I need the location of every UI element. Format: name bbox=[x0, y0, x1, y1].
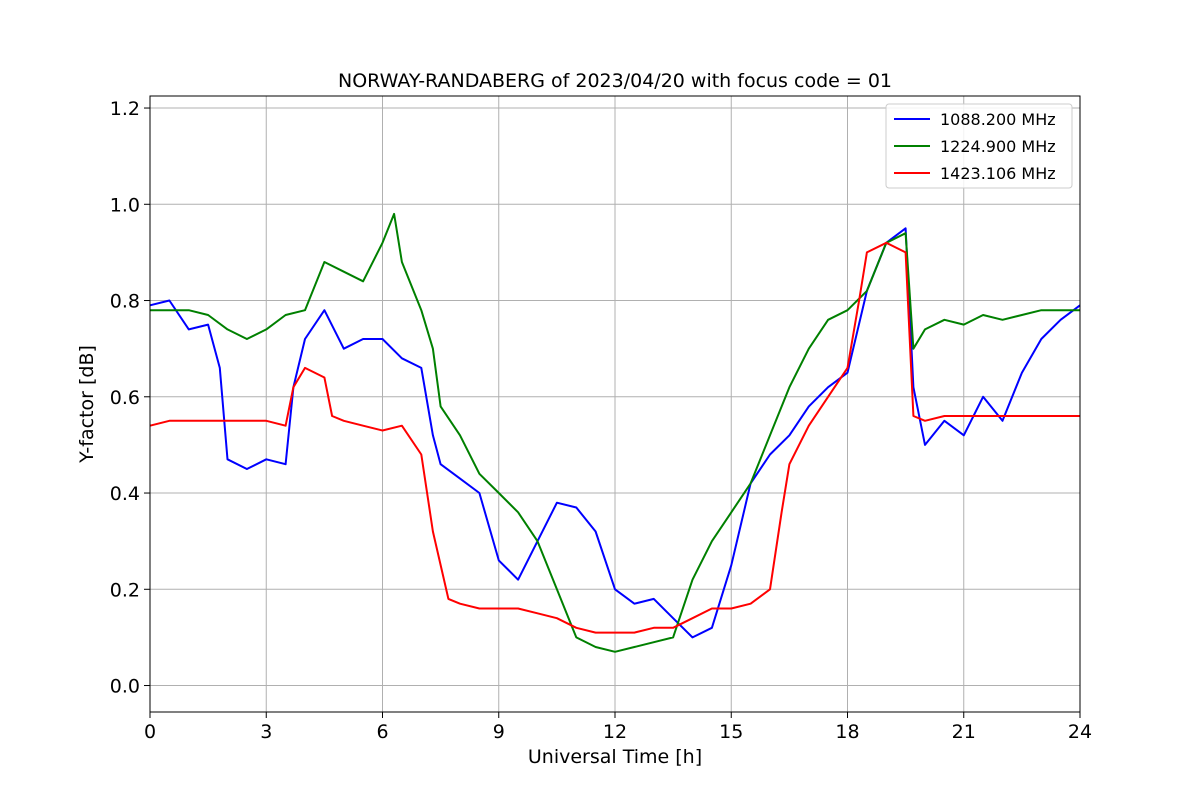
x-tick-label: 3 bbox=[260, 721, 272, 743]
y-tick-label: 0.4 bbox=[110, 483, 140, 505]
x-tick-label: 9 bbox=[493, 721, 505, 743]
legend-label-1: 1224.900 MHz bbox=[940, 137, 1056, 156]
series-line-0 bbox=[149, 227, 1081, 639]
y-tick-label: 1.0 bbox=[110, 194, 140, 216]
x-tick-label: 6 bbox=[376, 721, 388, 743]
x-tick-label: 18 bbox=[835, 721, 859, 743]
y-tick-label: 0.6 bbox=[110, 387, 140, 409]
x-axis-label: Universal Time [h] bbox=[528, 746, 702, 768]
legend-label-2: 1423.106 MHz bbox=[940, 164, 1056, 183]
series-line-1 bbox=[150, 212, 1080, 653]
axis-ticks: 0 3 6 9 12 15 18 21 24 0.0 0.2 0.4 0.6 0.8 1.0 1.2 bbox=[110, 98, 1092, 743]
y-tick-label: 0.8 bbox=[110, 291, 140, 313]
legend: 1088.200 MHz 1224.900 MHz 1423.106 MHz bbox=[885, 103, 1073, 189]
y-tick-label: 1.2 bbox=[110, 98, 140, 120]
x-tick-label: 21 bbox=[952, 721, 976, 743]
y-tick-label: 0.2 bbox=[110, 579, 140, 601]
x-tick-label: 0 bbox=[144, 721, 156, 743]
series-line-2 bbox=[149, 241, 1080, 634]
legend-box bbox=[885, 103, 1073, 189]
x-tick-label: 24 bbox=[1068, 721, 1092, 743]
y-tick-label: 0.0 bbox=[110, 676, 140, 698]
x-tick-label: 12 bbox=[603, 721, 627, 743]
x-tick-label: 15 bbox=[719, 721, 743, 743]
chart-title: NORWAY-RANDABERG of 2023/04/20 with focu… bbox=[338, 70, 892, 92]
legend-label-0: 1088.200 MHz bbox=[940, 110, 1056, 129]
series-layer bbox=[149, 212, 1081, 653]
y-axis-label: Y-factor [dB] bbox=[76, 345, 98, 464]
